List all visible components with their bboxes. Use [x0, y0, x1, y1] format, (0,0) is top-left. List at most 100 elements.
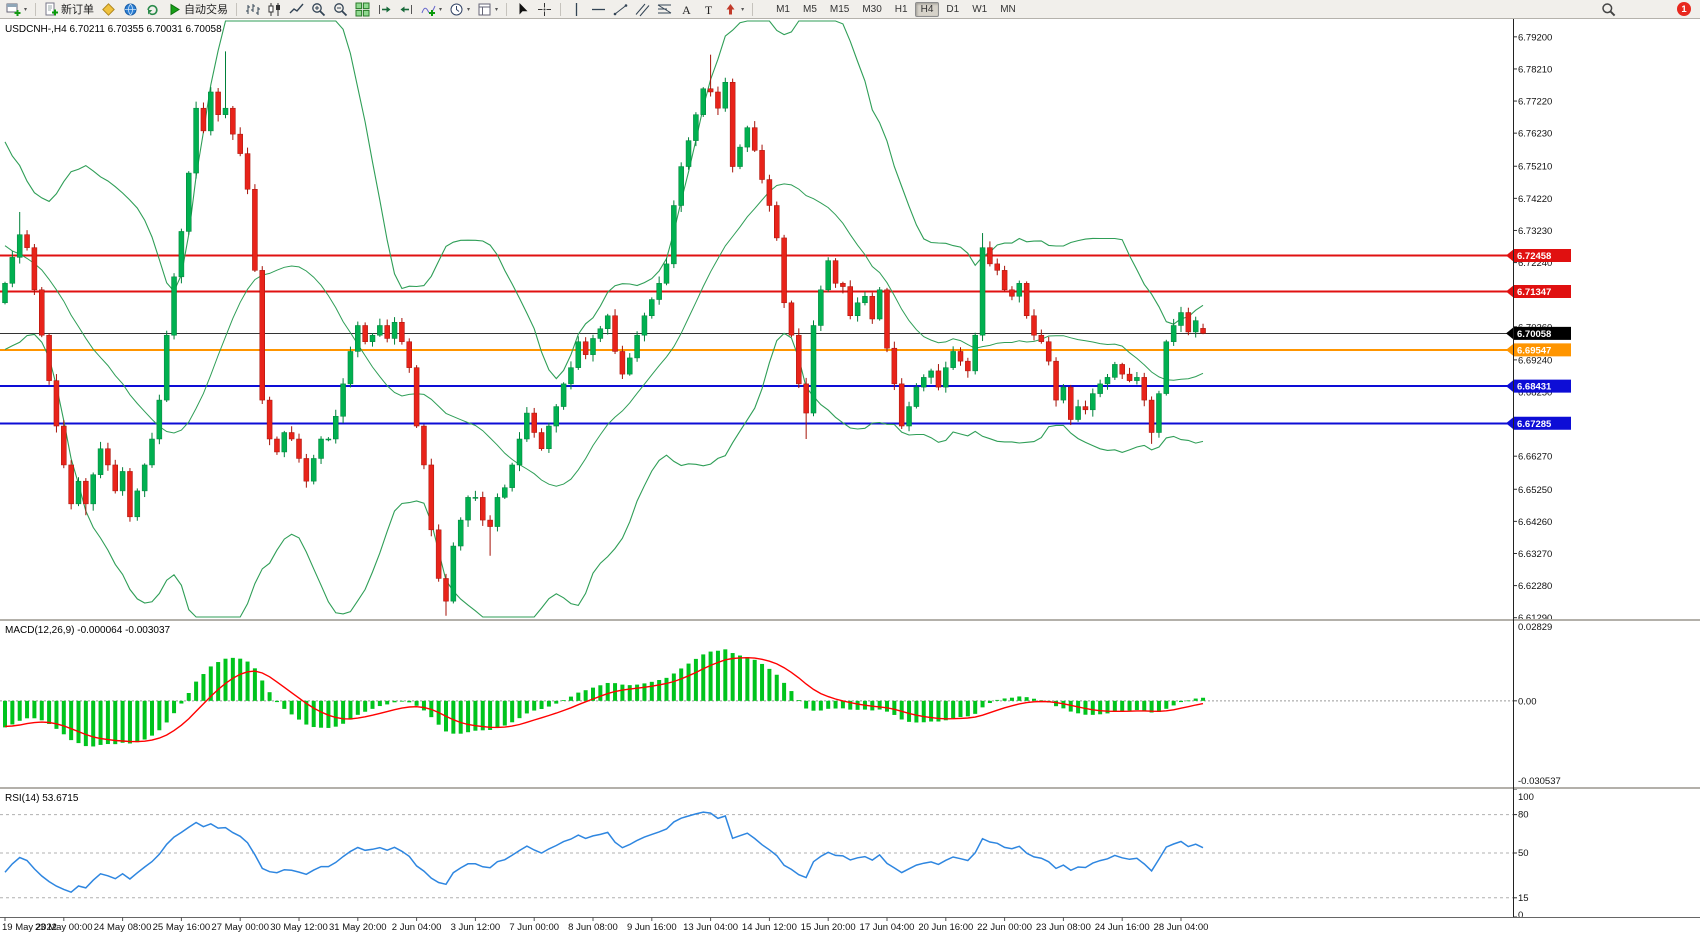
bars-icon — [245, 2, 261, 17]
autotrading-button[interactable]: 自动交易 — [164, 1, 231, 18]
chart-canvas[interactable]: 6.79200 6.78210 6.77220 6.76230 6.75210 6.742… — [0, 19, 1700, 937]
text-a-icon: A — [679, 2, 694, 17]
toolbar-separator — [236, 2, 238, 16]
doc-plus-icon — [44, 2, 59, 17]
search-button[interactable] — [1598, 1, 1619, 18]
timeframe-m5-button[interactable]: M5 — [802, 3, 817, 15]
price-level-flag — [1506, 379, 1571, 393]
rsi-indicator-label: RSI(14) 53.6715 — [5, 793, 79, 804]
hline-icon — [591, 2, 606, 17]
timeframe-mn-button[interactable]: MN — [1000, 3, 1016, 15]
svg-text:6.61290: 6.61290 — [1518, 613, 1552, 624]
notification-badge[interactable]: 1 — [1677, 2, 1691, 16]
candlesticks — [2, 51, 1206, 616]
indicators-button[interactable]: ▾ — [418, 1, 445, 18]
timeframe-h1-button[interactable]: H1 — [894, 3, 908, 15]
rsi-line — [4, 811, 1204, 894]
macd-signal-line — [4, 656, 1204, 743]
svg-text:3 Jun 12:00: 3 Jun 12:00 — [451, 922, 501, 933]
svg-text:22 Jun 00:00: 22 Jun 00:00 — [977, 922, 1032, 933]
toolbar-right-group: 1 — [1598, 1, 1691, 18]
svg-text:25 May 16:00: 25 May 16:00 — [153, 922, 211, 933]
toolbar-separator — [506, 2, 508, 16]
svg-text:6.67285: 6.67285 — [1517, 419, 1552, 430]
price-axis[interactable]: 6.79200 6.78210 6.77220 6.76230 6.75210 6.742… — [1513, 32, 1552, 624]
svg-text:6.71347: 6.71347 — [1517, 287, 1551, 298]
chart-shift-button[interactable] — [396, 1, 417, 18]
main-toolbar: ▾ 新订单 自动交易 ▾ ▾ ▾ A T ▾ M1 M5 M15 M30 H1 H4 D1 W1 MN 1 — [0, 0, 1700, 19]
svg-text:23 Jun 08:00: 23 Jun 08:00 — [1036, 922, 1091, 933]
svg-text:6.68250: 6.68250 — [1518, 387, 1552, 398]
shift-icon — [399, 2, 414, 17]
svg-text:6.62280: 6.62280 — [1518, 581, 1552, 592]
horizontal-line-button[interactable] — [588, 1, 609, 18]
refresh-button[interactable] — [142, 1, 163, 18]
bar-chart-button[interactable] — [242, 1, 263, 18]
svg-text:6.68431: 6.68431 — [1517, 382, 1552, 393]
svg-text:23 May 00:00: 23 May 00:00 — [35, 922, 93, 933]
clock-icon — [449, 2, 464, 17]
candle-chart-button[interactable] — [264, 1, 285, 18]
svg-text:31 May 20:00: 31 May 20:00 — [329, 922, 387, 933]
auto-scroll-button[interactable] — [374, 1, 395, 18]
vertical-line-button[interactable] — [566, 1, 587, 18]
indicator-plus-icon — [421, 2, 436, 17]
bid-price-flag — [1506, 326, 1571, 340]
bollinger-bands — [4, 20, 1204, 618]
svg-text:6.79200: 6.79200 — [1518, 32, 1552, 43]
template-icon — [477, 2, 492, 17]
timeframe-m1-button[interactable]: M1 — [776, 3, 790, 15]
arrow-marker-icon — [723, 2, 738, 17]
tile-windows-button[interactable] — [352, 1, 373, 18]
text-label-button[interactable]: T — [698, 1, 719, 18]
metaeditor-button[interactable] — [98, 1, 119, 18]
svg-text:0.02829: 0.02829 — [1518, 622, 1552, 633]
caret-down-icon: ▾ — [439, 6, 443, 13]
channel-icon — [635, 2, 650, 17]
cursor-button[interactable] — [512, 1, 533, 18]
templates-button[interactable]: ▾ — [474, 1, 501, 18]
timeframe-w1-button[interactable]: W1 — [972, 3, 988, 15]
crosshair-button[interactable] — [534, 1, 555, 18]
svg-text:6.72240: 6.72240 — [1518, 258, 1552, 269]
caret-down-icon: ▾ — [24, 6, 28, 13]
price-level-flag — [1506, 343, 1571, 357]
line-chart-button[interactable] — [286, 1, 307, 18]
price-level-flag — [1506, 285, 1571, 299]
svg-text:9 Jun 16:00: 9 Jun 16:00 — [627, 922, 677, 933]
svg-text:24 Jun 16:00: 24 Jun 16:00 — [1095, 922, 1150, 933]
panel-dividers[interactable] — [0, 19, 1700, 918]
text-button[interactable]: A — [676, 1, 697, 18]
periods-button[interactable]: ▾ — [446, 1, 473, 18]
toolbar-separator — [752, 2, 754, 16]
timeframe-m15-button[interactable]: M15 — [829, 3, 850, 15]
timeframe-m30-button[interactable]: M30 — [862, 3, 882, 15]
timeframe-h4-button[interactable]: H4 — [914, 1, 940, 17]
svg-text:24 May 08:00: 24 May 08:00 — [94, 922, 152, 933]
community-button[interactable] — [120, 1, 141, 18]
svg-text:14 Jun 12:00: 14 Jun 12:00 — [742, 922, 797, 933]
rsi-panel: 100 80 50 15 0 — [0, 788, 1534, 921]
cursor-icon — [515, 2, 530, 17]
new-order-button[interactable]: 新订单 — [41, 1, 97, 18]
arrows-button[interactable]: ▾ — [720, 1, 747, 18]
equidistant-channel-button[interactable] — [632, 1, 653, 18]
svg-text:6.66270: 6.66270 — [1518, 452, 1552, 463]
toolbar-separator — [35, 2, 37, 16]
new-order-label: 新订单 — [61, 4, 95, 16]
price-level-flag — [1506, 248, 1571, 262]
svg-text:6.65250: 6.65250 — [1518, 485, 1552, 496]
zoom-in-button[interactable] — [308, 1, 329, 18]
macd-panel: 0.02829 0.00 -0.030537 — [0, 622, 1561, 787]
timeframe-d1-button[interactable]: D1 — [946, 3, 960, 15]
new-chart-button[interactable]: ▾ — [3, 1, 30, 18]
toolbar-separator — [560, 2, 562, 16]
zoom-out-button[interactable] — [330, 1, 351, 18]
caret-down-icon: ▾ — [467, 6, 471, 13]
trendline-button[interactable] — [610, 1, 631, 18]
trendline-icon — [613, 2, 628, 17]
fibonacci-button[interactable] — [654, 1, 675, 18]
horizontal-lines[interactable] — [0, 254, 1513, 425]
